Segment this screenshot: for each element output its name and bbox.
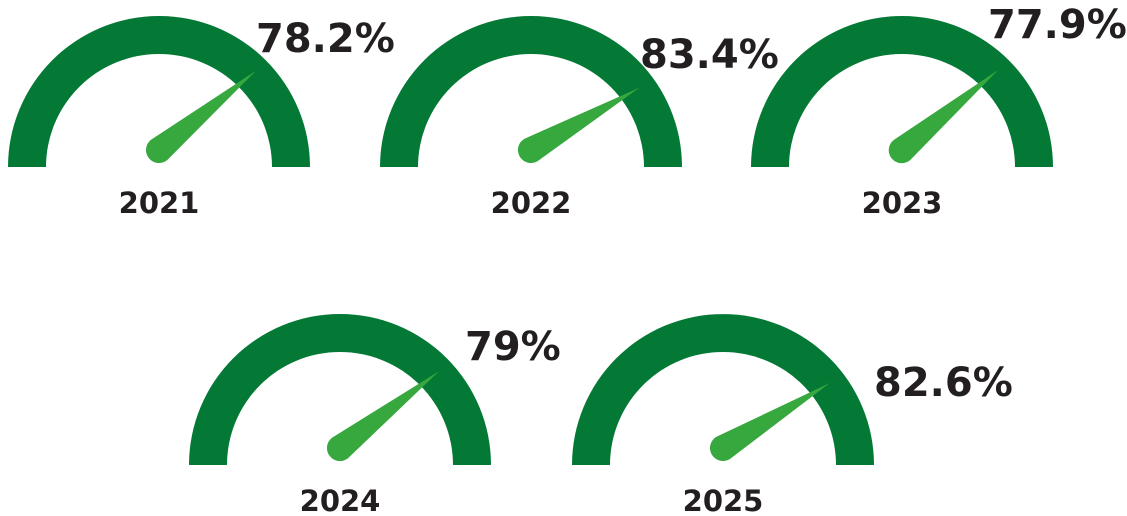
gauge-year-label: 2024 xyxy=(300,484,381,516)
gauge-2023: 77.9% 2023 xyxy=(751,2,1127,220)
gauge-value-label: 78.2% xyxy=(256,16,395,62)
gauge-arc xyxy=(8,16,310,167)
gauge-2021: 78.2% 2021 xyxy=(8,16,395,220)
gauge-arc xyxy=(380,16,682,167)
gauge-year-label: 2021 xyxy=(119,186,200,220)
gauge-year-label: 2025 xyxy=(683,484,764,516)
gauge-year-label: 2022 xyxy=(491,186,572,220)
gauge-needle xyxy=(709,383,830,462)
gauge-2022: 83.4% 2022 xyxy=(380,16,779,220)
gauge-value-label: 82.6% xyxy=(874,360,1013,406)
gauge-2024: 79% 2024 xyxy=(189,314,561,516)
gauge-arc xyxy=(751,16,1053,167)
gauge-arc xyxy=(572,314,874,465)
gauge-year-label: 2023 xyxy=(862,186,943,220)
gauge-needle xyxy=(517,87,640,164)
gauge-value-label: 79% xyxy=(465,324,561,370)
gauge-needle xyxy=(145,70,256,164)
gauge-2025: 82.6% 2025 xyxy=(572,314,1013,516)
gauge-needle xyxy=(326,371,439,462)
gauge-needle xyxy=(888,70,999,164)
gauge-value-label: 77.9% xyxy=(988,2,1127,48)
gauge-value-label: 83.4% xyxy=(640,32,779,78)
gauge-arc xyxy=(189,314,491,465)
